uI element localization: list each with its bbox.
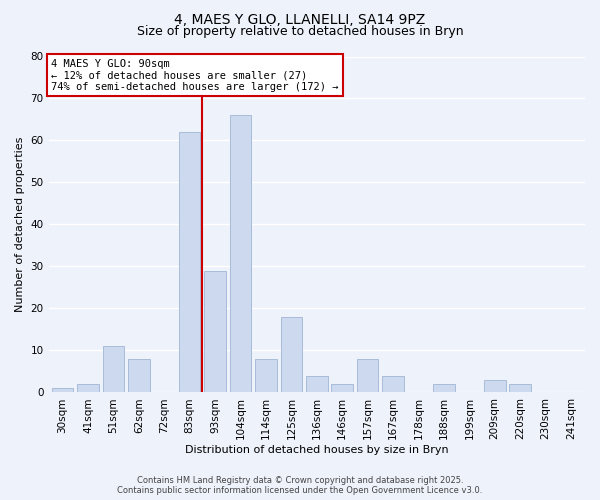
Bar (52, 388, 73, 392)
Bar (77, 384, 99, 392)
Bar (179, 132, 200, 392)
Bar (230, 116, 251, 392)
Bar (357, 359, 379, 392)
Text: Size of property relative to detached houses in Bryn: Size of property relative to detached ho… (137, 25, 463, 38)
Bar (128, 359, 149, 392)
Bar (103, 346, 124, 393)
Bar (509, 384, 531, 392)
Bar (484, 380, 506, 392)
Y-axis label: Number of detached properties: Number of detached properties (15, 137, 25, 312)
Bar (255, 359, 277, 392)
X-axis label: Distribution of detached houses by size in Bryn: Distribution of detached houses by size … (185, 445, 449, 455)
Text: 4, MAES Y GLO, LLANELLI, SA14 9PZ: 4, MAES Y GLO, LLANELLI, SA14 9PZ (175, 12, 425, 26)
Bar (281, 317, 302, 392)
Bar (306, 376, 328, 392)
Bar (382, 376, 404, 392)
Text: 4 MAES Y GLO: 90sqm
← 12% of detached houses are smaller (27)
74% of semi-detach: 4 MAES Y GLO: 90sqm ← 12% of detached ho… (51, 58, 338, 92)
Bar (433, 384, 455, 392)
Bar (204, 270, 226, 392)
Text: Contains HM Land Registry data © Crown copyright and database right 2025.
Contai: Contains HM Land Registry data © Crown c… (118, 476, 482, 495)
Bar (331, 384, 353, 392)
